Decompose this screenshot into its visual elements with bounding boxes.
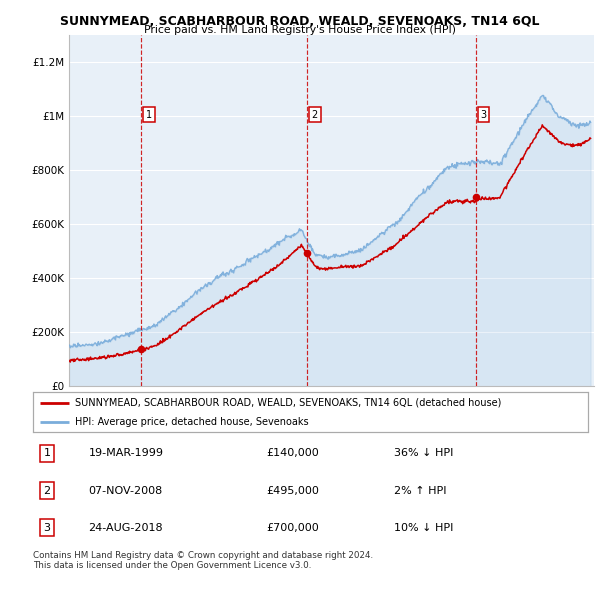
Text: 1: 1 (146, 110, 152, 120)
Text: Contains HM Land Registry data © Crown copyright and database right 2024.
This d: Contains HM Land Registry data © Crown c… (33, 551, 373, 571)
Text: Price paid vs. HM Land Registry's House Price Index (HPI): Price paid vs. HM Land Registry's House … (144, 25, 456, 35)
Text: 2% ↑ HPI: 2% ↑ HPI (394, 486, 446, 496)
Text: 3: 3 (481, 110, 487, 120)
Text: 2: 2 (43, 486, 50, 496)
Text: 1: 1 (43, 448, 50, 458)
Text: SUNNYMEAD, SCABHARBOUR ROAD, WEALD, SEVENOAKS, TN14 6QL (detached house): SUNNYMEAD, SCABHARBOUR ROAD, WEALD, SEVE… (74, 398, 501, 408)
Text: 36% ↓ HPI: 36% ↓ HPI (394, 448, 453, 458)
Text: SUNNYMEAD, SCABHARBOUR ROAD, WEALD, SEVENOAKS, TN14 6QL: SUNNYMEAD, SCABHARBOUR ROAD, WEALD, SEVE… (60, 15, 540, 28)
Text: 24-AUG-2018: 24-AUG-2018 (89, 523, 163, 533)
Text: HPI: Average price, detached house, Sevenoaks: HPI: Average price, detached house, Seve… (74, 417, 308, 427)
Text: £495,000: £495,000 (266, 486, 319, 496)
Text: 19-MAR-1999: 19-MAR-1999 (89, 448, 163, 458)
Text: 07-NOV-2008: 07-NOV-2008 (89, 486, 163, 496)
Text: 10% ↓ HPI: 10% ↓ HPI (394, 523, 453, 533)
Text: £700,000: £700,000 (266, 523, 319, 533)
Text: 3: 3 (43, 523, 50, 533)
Text: £140,000: £140,000 (266, 448, 319, 458)
Text: 2: 2 (312, 110, 318, 120)
